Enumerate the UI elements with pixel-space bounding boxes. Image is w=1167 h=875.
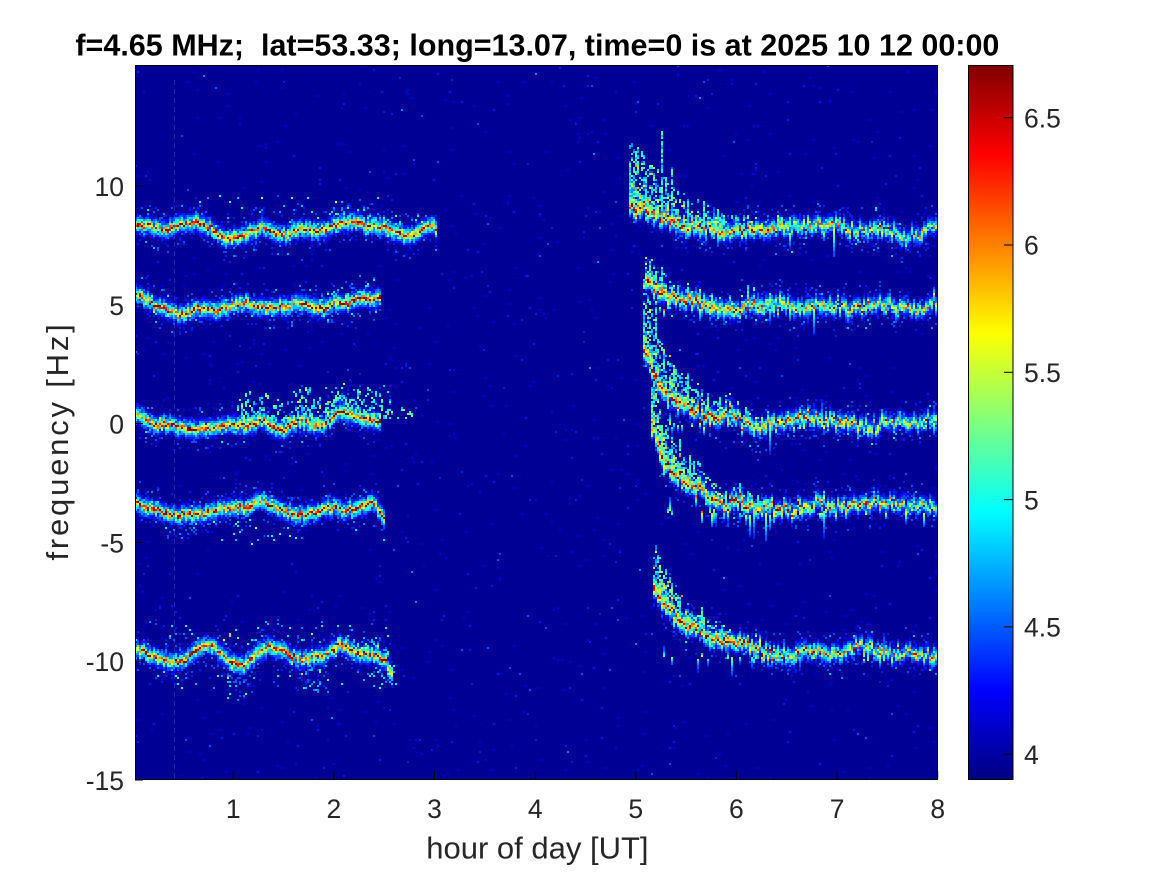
svg-text:8: 8 bbox=[930, 794, 945, 824]
svg-text:-10: -10 bbox=[86, 647, 124, 677]
svg-text:4: 4 bbox=[528, 794, 543, 824]
svg-text:-5: -5 bbox=[100, 528, 124, 558]
svg-text:2: 2 bbox=[327, 794, 342, 824]
svg-text:5.5: 5.5 bbox=[1024, 358, 1061, 388]
svg-text:1: 1 bbox=[226, 794, 241, 824]
svg-text:10: 10 bbox=[95, 172, 124, 202]
svg-text:5: 5 bbox=[628, 794, 643, 824]
svg-text:3: 3 bbox=[427, 794, 442, 824]
svg-text:0: 0 bbox=[109, 410, 124, 440]
svg-text:6: 6 bbox=[1024, 231, 1039, 261]
svg-text:6: 6 bbox=[729, 794, 744, 824]
svg-text:5: 5 bbox=[1024, 485, 1039, 515]
svg-text:4.5: 4.5 bbox=[1024, 613, 1061, 643]
svg-text:7: 7 bbox=[830, 794, 845, 824]
svg-text:4: 4 bbox=[1024, 740, 1039, 770]
svg-text:5: 5 bbox=[109, 291, 124, 321]
svg-text:hour of day [UT]: hour of day [UT] bbox=[426, 831, 648, 866]
svg-text:frequency [Hz]: frequency [Hz] bbox=[40, 321, 75, 560]
svg-text:6.5: 6.5 bbox=[1024, 103, 1061, 133]
svg-text:f=4.65 MHz; lat=53.33; long=1: f=4.65 MHz; lat=53.33; long=13.07, time=… bbox=[75, 29, 999, 63]
svg-text:-15: -15 bbox=[86, 766, 124, 796]
